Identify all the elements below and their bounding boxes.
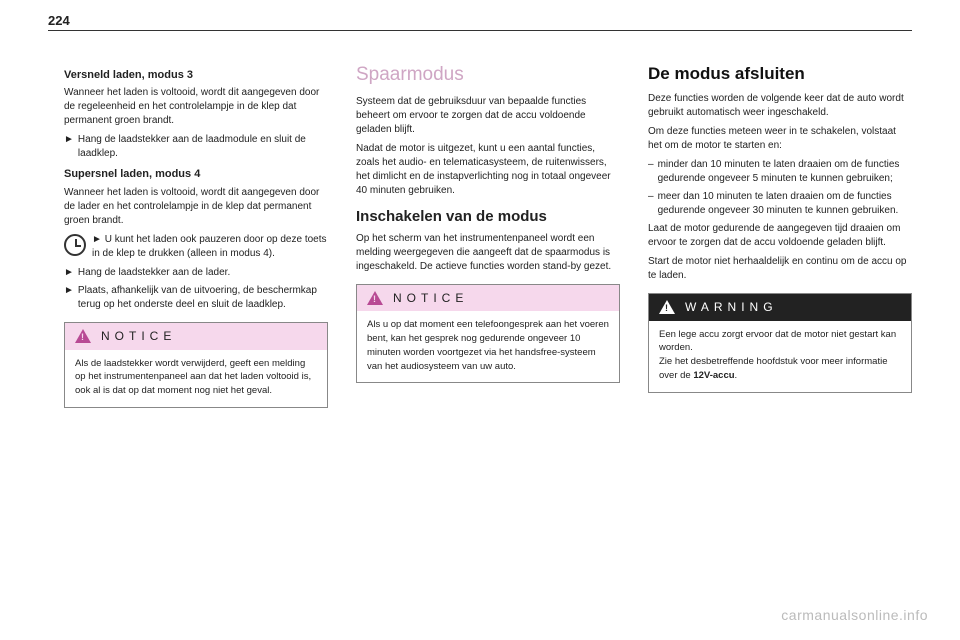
arrow-icon: ► xyxy=(64,284,74,312)
col1-icon-bullet: ► U kunt het laden ook pauzeren door op … xyxy=(64,233,328,261)
page-number: 224 xyxy=(48,12,70,30)
column-3: De modus afsluiten Deze functies worden … xyxy=(648,62,912,580)
notice-triangle-icon xyxy=(367,291,383,305)
col1-bullet-4: ► Plaats, afhankelijk van de uitvoering,… xyxy=(64,284,328,312)
warning-line-2c: . xyxy=(735,370,738,381)
notice-body: Als de laadstekker wordt verwijderd, gee… xyxy=(65,350,327,407)
col2-para-3: Op het scherm van het instrumentenpaneel… xyxy=(356,232,620,274)
warning-line-1: Een lege accu zorgt ervoor dat de motor … xyxy=(659,328,901,356)
col3-para-3: Laat de motor gedurende de aangegeven ti… xyxy=(648,222,912,250)
col2-para-1: Systeem dat de gebruiksduur van bepaalde… xyxy=(356,95,620,137)
notice-title: NOTICE xyxy=(393,290,468,307)
column-2: Spaarmodus Systeem dat de gebruiksduur v… xyxy=(356,62,620,580)
notice-triangle-icon xyxy=(75,329,91,343)
col3-para-4: Start de motor niet herhaaldelijk en con… xyxy=(648,255,912,283)
dash-icon: – xyxy=(648,190,654,218)
col3-list-2: – meer dan 10 minuten te laten draaien o… xyxy=(648,190,912,218)
column-1: Versneld laden, modus 3 Wanneer het lade… xyxy=(64,62,328,580)
col1-para-2: Wanneer het laden is voltooid, wordt dit… xyxy=(64,186,328,228)
col1-bullet-2-text: U kunt het laden ook pauzeren door op de… xyxy=(92,234,327,259)
content-columns: Versneld laden, modus 3 Wanneer het lade… xyxy=(64,62,912,580)
notice-header: NOTICE xyxy=(65,323,327,350)
col3-para-2: Om deze functies meteen weer in te schak… xyxy=(648,125,912,153)
col3-warning-box: WARNING Een lege accu zorgt ervoor dat d… xyxy=(648,293,912,393)
warning-header: WARNING xyxy=(649,294,911,321)
col1-bullet-3-text: Hang de laadstekker aan de lader. xyxy=(78,266,230,280)
notice-header: NOTICE xyxy=(357,285,619,312)
col1-heading-2: Supersnel laden, modus 4 xyxy=(64,167,328,182)
col3-list-2-text: meer dan 10 minuten te laten draaien om … xyxy=(658,190,912,218)
notice-title: NOTICE xyxy=(101,328,176,345)
col1-bullet-1-text: Hang de laadstekker aan de laadmodule en… xyxy=(78,133,328,161)
arrow-icon: ► xyxy=(64,266,74,280)
warning-triangle-icon xyxy=(659,300,675,314)
notice-body: Als u op dat moment een telefoongesprek … xyxy=(357,311,619,382)
col1-heading-1: Versneld laden, modus 3 xyxy=(64,68,328,83)
col1-notice-box: NOTICE Als de laadstekker wordt verwijde… xyxy=(64,322,328,408)
warning-body: Een lege accu zorgt ervoor dat de motor … xyxy=(649,321,911,392)
col3-list-1-text: minder dan 10 minuten te laten draaien o… xyxy=(658,158,912,186)
warning-line-2b: 12V-accu xyxy=(693,370,734,381)
clock-icon xyxy=(64,234,86,256)
top-rule xyxy=(48,30,912,31)
col2-heading-1: Spaarmodus xyxy=(356,62,620,89)
col1-bullet-1: ► Hang de laadstekker aan de laadmodule … xyxy=(64,133,328,161)
col1-bullet-4-text: Plaats, afhankelijk van de uitvoering, d… xyxy=(78,284,328,312)
warning-title: WARNING xyxy=(685,299,778,316)
col2-notice-box: NOTICE Als u op dat moment een telefoong… xyxy=(356,284,620,384)
warning-line-2: Zie het desbetreffende hoofdstuk voor me… xyxy=(659,355,901,383)
arrow-icon: ► xyxy=(92,234,102,245)
col2-heading-2: Inschakelen van de modus xyxy=(356,206,620,227)
col2-para-2: Nadat de motor is uitgezet, kunt u een a… xyxy=(356,142,620,198)
arrow-icon: ► xyxy=(64,133,74,161)
col3-heading-1: De modus afsluiten xyxy=(648,62,912,86)
col1-bullet-3: ► Hang de laadstekker aan de lader. xyxy=(64,266,328,280)
col3-para-1: Deze functies worden de volgende keer da… xyxy=(648,92,912,120)
col1-icon-bullet-text: ► U kunt het laden ook pauzeren door op … xyxy=(92,233,328,261)
col3-list-1: – minder dan 10 minuten te laten draaien… xyxy=(648,158,912,186)
col1-para-1: Wanneer het laden is voltooid, wordt dit… xyxy=(64,86,328,128)
watermark: carmanualsonline.info xyxy=(781,606,928,626)
dash-icon: – xyxy=(648,158,654,186)
